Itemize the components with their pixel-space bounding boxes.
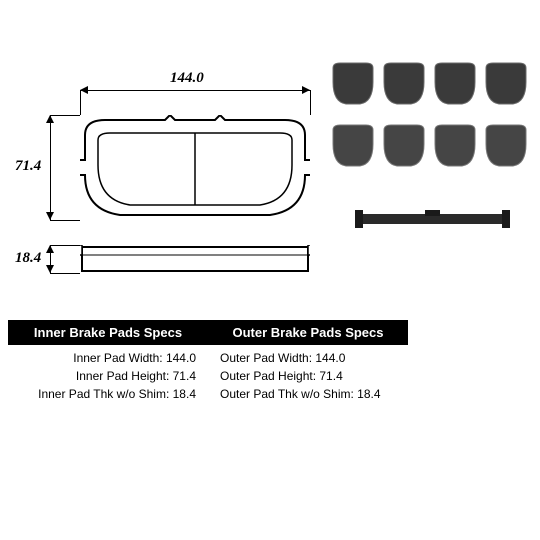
brake-pad-photo [381, 122, 427, 170]
specs-table: Inner Brake Pads Specs Outer Brake Pads … [8, 320, 408, 407]
width-value: 144.0 [170, 70, 204, 87]
brake-pad-photo [432, 122, 478, 170]
outer-pad-width: Outer Pad Width: 144.0 [210, 349, 406, 367]
arrow-icon [46, 115, 54, 123]
ext-line [80, 90, 81, 115]
width-dim-line [80, 90, 310, 91]
pad-front-outline [80, 115, 310, 220]
brake-pad-photo [483, 60, 529, 108]
brake-pad-photo [381, 60, 427, 108]
inner-specs-col: Inner Pad Width: 144.0 Inner Pad Height:… [8, 345, 208, 407]
arrow-icon [46, 265, 54, 273]
brake-pad-photo [330, 60, 376, 108]
product-photo-grid [330, 55, 530, 175]
ext-line [50, 115, 80, 116]
inner-pad-width: Inner Pad Width: 144.0 [10, 349, 206, 367]
ext-line [50, 245, 80, 246]
outer-specs-col: Outer Pad Width: 144.0 Outer Pad Height:… [208, 345, 408, 407]
inner-pad-height: Inner Pad Height: 71.4 [10, 367, 206, 385]
pad-side-outline [80, 245, 310, 273]
brake-pad-photo [432, 60, 478, 108]
wear-sensor-photo [355, 210, 510, 228]
ext-line [50, 273, 80, 274]
ext-line [50, 220, 80, 221]
specs-header-row: Inner Brake Pads Specs Outer Brake Pads … [8, 320, 408, 345]
outer-pad-thk: Outer Pad Thk w/o Shim: 18.4 [210, 385, 406, 403]
arrow-icon [302, 86, 310, 94]
specs-body: Inner Pad Width: 144.0 Inner Pad Height:… [8, 345, 408, 407]
product-spec-canvas: 144.0 71.4 18.4 [0, 0, 540, 540]
inner-specs-header: Inner Brake Pads Specs [8, 320, 208, 345]
arrow-icon [80, 86, 88, 94]
ext-line [310, 90, 311, 115]
brake-pad-photo [483, 122, 529, 170]
technical-drawing: 144.0 71.4 18.4 [20, 40, 320, 300]
inner-pad-thk: Inner Pad Thk w/o Shim: 18.4 [10, 385, 206, 403]
outer-pad-height: Outer Pad Height: 71.4 [210, 367, 406, 385]
brake-pad-photo [330, 122, 376, 170]
height-dim-line [50, 115, 51, 220]
outer-specs-header: Outer Brake Pads Specs [208, 320, 408, 345]
arrow-icon [46, 212, 54, 220]
thickness-value: 18.4 [15, 250, 41, 267]
height-value: 71.4 [15, 158, 41, 175]
arrow-icon [46, 245, 54, 253]
